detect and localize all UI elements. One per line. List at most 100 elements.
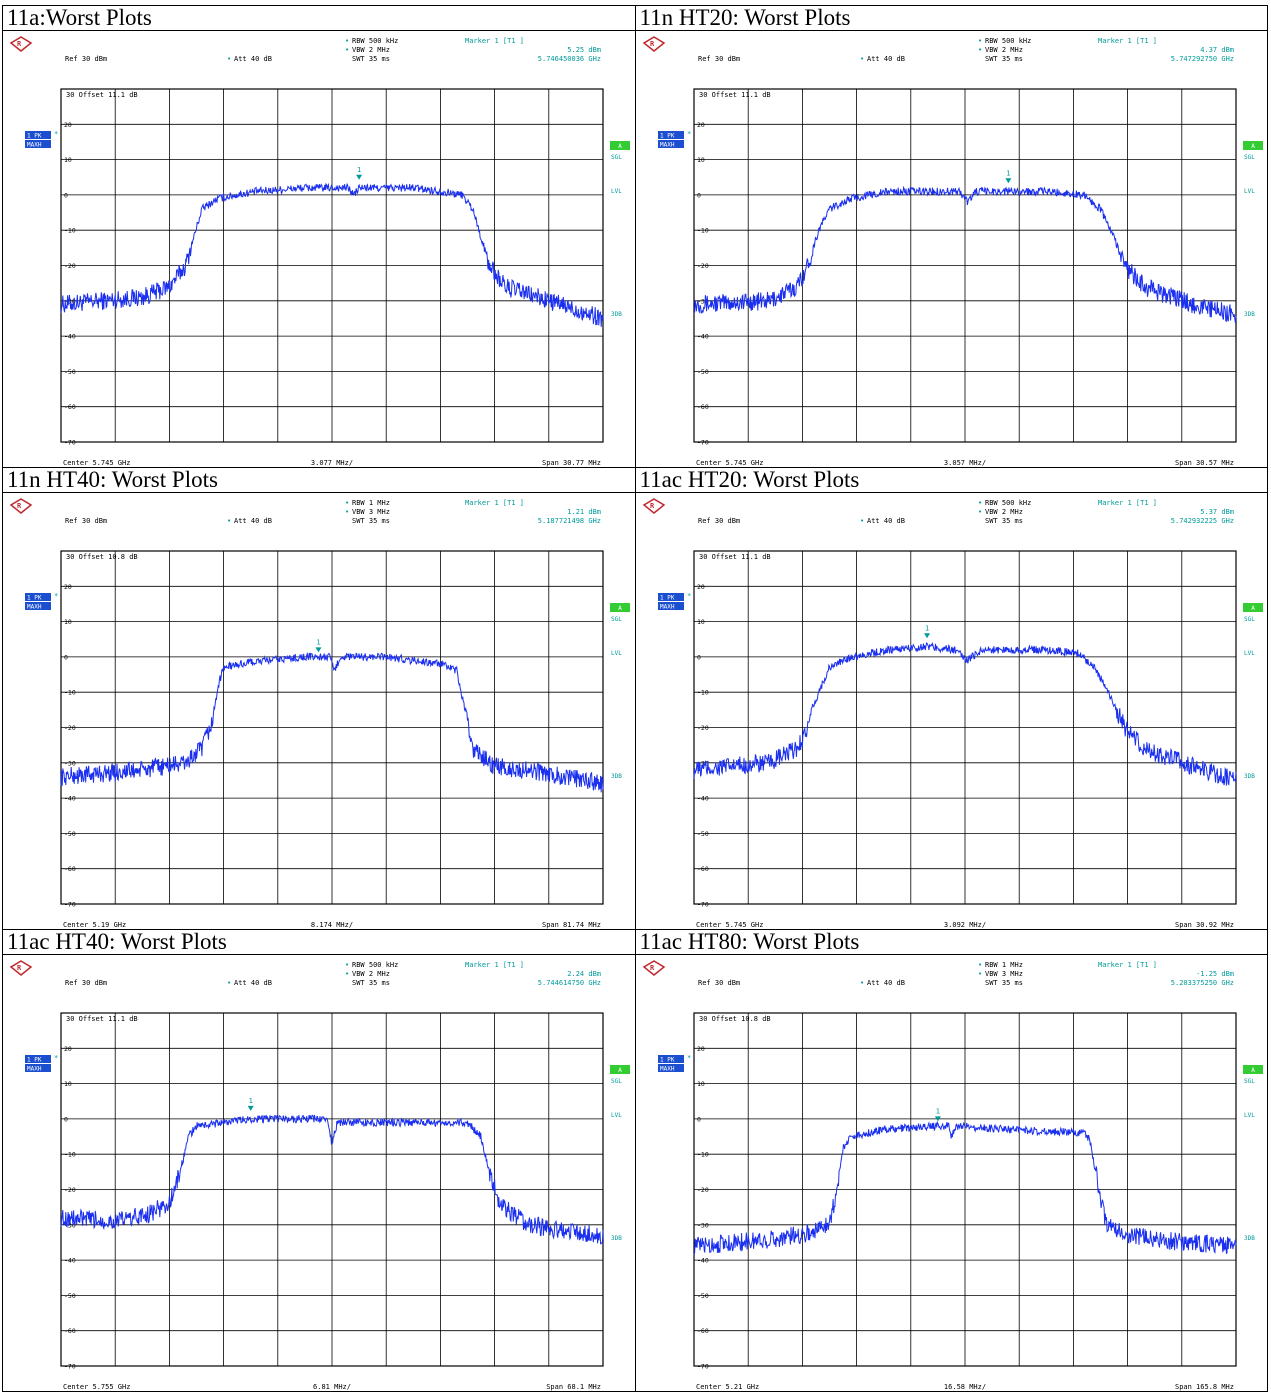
attenuation: Att 40 dB: [867, 517, 905, 525]
rbw-bullet: •: [345, 499, 349, 507]
center-frequency: Center 5.19 GHz: [63, 921, 126, 929]
y-tick-label: 10: [64, 618, 72, 626]
svg-text:R: R: [17, 964, 22, 972]
spectrum-trace: [60, 1114, 604, 1245]
rbw-bullet: •: [345, 37, 349, 45]
y-tick-label: -30: [64, 1221, 76, 1229]
trace-star: *: [54, 592, 58, 600]
division-label: 3.057 MHz/: [943, 459, 985, 467]
grid-lines: [61, 89, 603, 442]
grid-lines: [61, 1013, 603, 1366]
y-tick-label: 0: [64, 191, 68, 199]
rbw-bullet: •: [978, 961, 982, 969]
trace-level-box: [25, 1055, 51, 1063]
y-tick-label: 20: [697, 1045, 705, 1053]
status-badge: [610, 141, 630, 150]
marker-frequency: 5.742932225 GHz: [1170, 517, 1233, 525]
center-frequency: Center 5.21 GHz: [696, 1383, 759, 1391]
y-tick-label: 10: [64, 156, 72, 164]
marker-number: 1: [357, 166, 361, 174]
spectrum-plot: R • RBW 1 MHz • VBW 3 MHz SWT 35 ms Marker 1 […: [636, 955, 1267, 1391]
trace-level-label: 1 PK: [660, 595, 675, 602]
y-tick-label: -40: [697, 1257, 709, 1265]
rbw-bullet: •: [345, 961, 349, 969]
plot-title: 11a:Worst Plots: [3, 7, 635, 31]
y-tick-label: 0: [697, 1115, 701, 1123]
y-tick-label: -20: [64, 724, 76, 732]
swt-label: SWT 35 ms: [352, 55, 390, 63]
trace-mode-box: [657, 1064, 684, 1072]
lvl-label: LVL: [611, 650, 622, 657]
cell-3: 11ac HT20: Worst Plots R • RBW 500 kHz • VBW …: [634, 467, 1268, 930]
y-tick-label: -20: [64, 262, 76, 270]
y-tick-label: -40: [697, 795, 709, 803]
ref-level: Ref 30 dBm: [65, 517, 107, 525]
vbw-label: VBW 2 MHz: [352, 46, 390, 54]
marker-triangle: [315, 647, 322, 653]
y-tick-label: 20: [64, 121, 72, 129]
y-tick-label: -60: [64, 865, 76, 873]
division-label: 16.58 MHz/: [943, 1383, 985, 1391]
trace-star: *: [687, 592, 691, 600]
y-tick-label: -10: [697, 689, 709, 697]
marker-value: 5.25 dBm: [567, 46, 601, 54]
trace-level-box: [657, 593, 684, 601]
vbw-bullet: •: [345, 508, 349, 516]
status-badge-label: A: [1251, 143, 1255, 150]
division-label: 3.092 MHz/: [943, 921, 985, 929]
y-tick-label: -60: [697, 865, 709, 873]
y-tick-label: -70: [697, 1363, 709, 1371]
swt-label: SWT 35 ms: [985, 55, 1023, 63]
3db-label: 3DB: [1244, 773, 1255, 780]
marker-value: 2.24 dBm: [567, 970, 601, 978]
center-frequency: Center 5.745 GHz: [696, 921, 763, 929]
3db-label: 3DB: [611, 1235, 622, 1242]
status-badge-label: A: [1251, 1067, 1255, 1074]
y-tick-label: -30: [697, 1221, 709, 1229]
y-tick-label: -60: [64, 1327, 76, 1335]
vbw-bullet: •: [978, 508, 982, 516]
trace-level-label: 1 PK: [660, 1057, 675, 1064]
vbw-label: VBW 2 MHz: [985, 508, 1023, 516]
ref-level: Ref 30 dBm: [65, 979, 107, 987]
rbw-label: RBW 500 kHz: [985, 499, 1031, 507]
svg-text:R: R: [650, 40, 655, 48]
y-tick-label: -50: [64, 830, 76, 838]
plot-title: 11ac HT20: Worst Plots: [635, 469, 1267, 493]
vbw-bullet: •: [345, 970, 349, 978]
y-tick-label: -20: [64, 1186, 76, 1194]
offset-label: 30 Offset 11.1 dB: [699, 91, 771, 99]
marker-number: 1: [249, 1097, 253, 1105]
status-badge-label: A: [1251, 605, 1255, 612]
y-tick-label: 20: [697, 121, 705, 129]
vbw-label: VBW 2 MHz: [352, 970, 390, 978]
y-tick-label: 20: [64, 1045, 72, 1053]
span-label: Span 30.92 MHz: [1174, 921, 1233, 929]
y-tick-label: -70: [64, 439, 76, 447]
lvl-label: LVL: [1244, 188, 1255, 195]
attenuation: Att 40 dB: [867, 55, 905, 63]
spectrum-trace: [693, 641, 1236, 786]
y-tick-label: 20: [64, 583, 72, 591]
rohde-schwarz-logo: R: [642, 960, 665, 976]
offset-label: 30 Offset 11.1 dB: [66, 91, 138, 99]
marker-number: 1: [935, 1107, 939, 1115]
marker-triangle: [1004, 178, 1011, 184]
y-tick-label: -10: [697, 1151, 709, 1159]
y-tick-label: -50: [697, 830, 709, 838]
trace-star: *: [54, 1054, 58, 1062]
vbw-label: VBW 2 MHz: [985, 46, 1023, 54]
sgl-label: SGL: [1244, 1078, 1255, 1085]
attenuation: Att 40 dB: [234, 979, 272, 987]
trace-level-box: [657, 131, 684, 139]
span-label: Span 30.77 MHz: [542, 459, 601, 467]
span-label: Span 165.8 MHz: [1174, 1383, 1233, 1391]
plot-title: 11ac HT80: Worst Plots: [635, 931, 1267, 955]
y-tick-label: -50: [697, 1292, 709, 1300]
rohde-schwarz-logo: R: [642, 498, 665, 514]
spectrum-trace: [693, 185, 1236, 323]
trace-mode-label: MAXH: [27, 604, 42, 611]
center-frequency: Center 5.755 GHz: [63, 1383, 130, 1391]
